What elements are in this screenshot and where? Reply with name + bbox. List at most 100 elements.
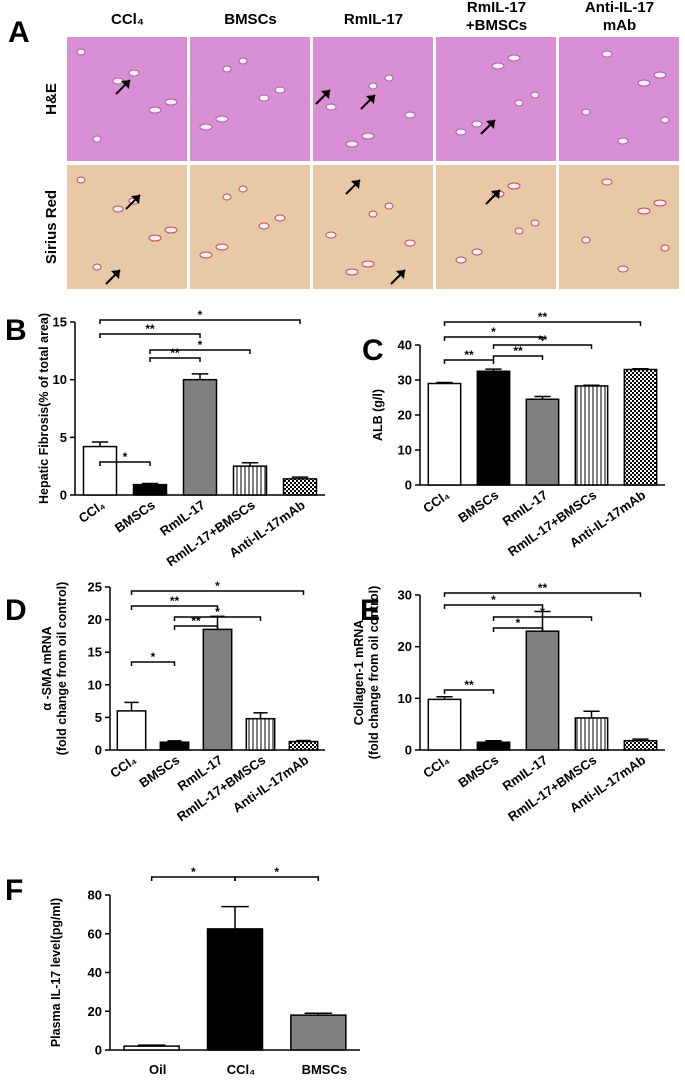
significance-label: * — [491, 593, 496, 607]
significance-label: ** — [170, 346, 180, 360]
y-tick-label: 20 — [88, 612, 102, 627]
vessel — [164, 226, 178, 234]
y-tick-label: 15 — [53, 315, 67, 330]
y-axis-label: Hepatic Fibrosis(% of total area) — [37, 313, 51, 504]
vessel — [258, 94, 270, 102]
panel-label: F — [5, 874, 23, 907]
vessel — [92, 263, 102, 271]
vessel — [455, 256, 467, 264]
vessel — [325, 231, 337, 239]
significance-bracket — [443, 592, 642, 597]
y-tick-label: 10 — [398, 443, 412, 458]
vessel — [361, 260, 375, 268]
vessel — [368, 210, 378, 218]
y-tick-label: 0 — [60, 488, 67, 503]
vessel — [384, 202, 394, 210]
y-tick-label: 5 — [95, 710, 102, 725]
vessel — [345, 140, 359, 148]
vessel — [325, 103, 337, 111]
vessel — [601, 178, 613, 186]
column-label: RmIL-17 — [344, 11, 403, 28]
arrow-head — [121, 80, 130, 89]
vessel — [653, 71, 667, 79]
bar — [574, 385, 609, 486]
significance-label: * — [151, 650, 156, 664]
arrow-head — [486, 120, 495, 129]
panel-label: A — [8, 16, 30, 49]
bar — [427, 382, 462, 486]
significance-bracket — [149, 357, 201, 362]
vessel — [215, 243, 229, 251]
significance-bracket — [443, 689, 495, 694]
panel-label: D — [5, 594, 27, 627]
vessel — [384, 74, 394, 82]
x-tick-label: CCl₄ — [107, 752, 139, 781]
vessel — [148, 234, 162, 242]
y-tick-label: 10 — [53, 372, 67, 387]
y-tick-label: 0 — [95, 743, 102, 758]
bar — [623, 368, 658, 486]
column-label: BMSCs — [224, 11, 277, 28]
x-tick-label: CCl₄ — [420, 487, 452, 516]
vessel — [345, 268, 359, 276]
bar — [202, 628, 233, 751]
micrograph — [436, 37, 556, 161]
arrow-head — [351, 180, 360, 189]
column-label: mAb — [603, 17, 636, 34]
significance-label: * — [198, 338, 203, 352]
bar — [232, 465, 268, 496]
vessel — [164, 98, 178, 106]
significance-label: ** — [538, 333, 548, 347]
vessel — [507, 182, 521, 190]
vessel — [148, 106, 162, 114]
vessel — [128, 69, 140, 77]
significance-bracket — [443, 336, 544, 341]
x-tick-label: CCl₄ — [76, 497, 108, 526]
significance-bracket — [492, 616, 593, 621]
bar — [182, 378, 218, 496]
significance-bracket — [492, 627, 544, 632]
vessel — [238, 185, 248, 193]
bar — [206, 928, 264, 1051]
significance-label: ** — [145, 322, 155, 336]
bar — [574, 717, 609, 751]
y-tick-label: 60 — [88, 926, 102, 941]
significance-bracket — [130, 661, 176, 666]
significance-label: * — [191, 865, 196, 879]
micrograph — [436, 165, 556, 289]
vessel — [507, 54, 521, 62]
significance-bracket — [99, 333, 201, 338]
bar — [288, 740, 319, 751]
y-tick-label: 10 — [398, 691, 412, 706]
bar — [476, 741, 511, 751]
y-tick-label: 30 — [398, 373, 412, 388]
bar — [245, 717, 276, 751]
y-axis-label: Plasma IL-17 level(pg/ml) — [49, 898, 63, 1047]
x-tick-label: BMSCs — [136, 752, 182, 790]
vessel — [581, 108, 591, 116]
significance-label: * — [274, 865, 279, 879]
micrograph — [67, 165, 187, 289]
arrow-head — [366, 95, 375, 104]
significance-label: * — [123, 450, 128, 464]
significance-bracket — [173, 616, 262, 621]
significance-label: * — [215, 579, 220, 593]
vessel — [617, 137, 629, 145]
bar — [132, 483, 168, 496]
significance-bracket — [149, 349, 251, 354]
vessel — [653, 199, 667, 207]
y-tick-label: 15 — [88, 645, 102, 660]
y-tick-label: 40 — [88, 965, 102, 980]
bar — [282, 478, 318, 496]
vessel — [471, 120, 483, 128]
significance-label: ** — [538, 581, 548, 595]
x-tick-label: RmIL-17+BMSCs — [505, 752, 599, 824]
vessel — [404, 239, 416, 247]
x-tick-label: BMSCs — [302, 1062, 348, 1077]
y-axis-label: Collagen-1 mRNA — [352, 620, 366, 726]
column-label: CCl₄ — [111, 11, 144, 28]
significance-bracket — [173, 625, 219, 630]
significance-bracket — [130, 590, 305, 595]
significance-label: * — [198, 308, 203, 322]
vessel — [112, 205, 124, 213]
